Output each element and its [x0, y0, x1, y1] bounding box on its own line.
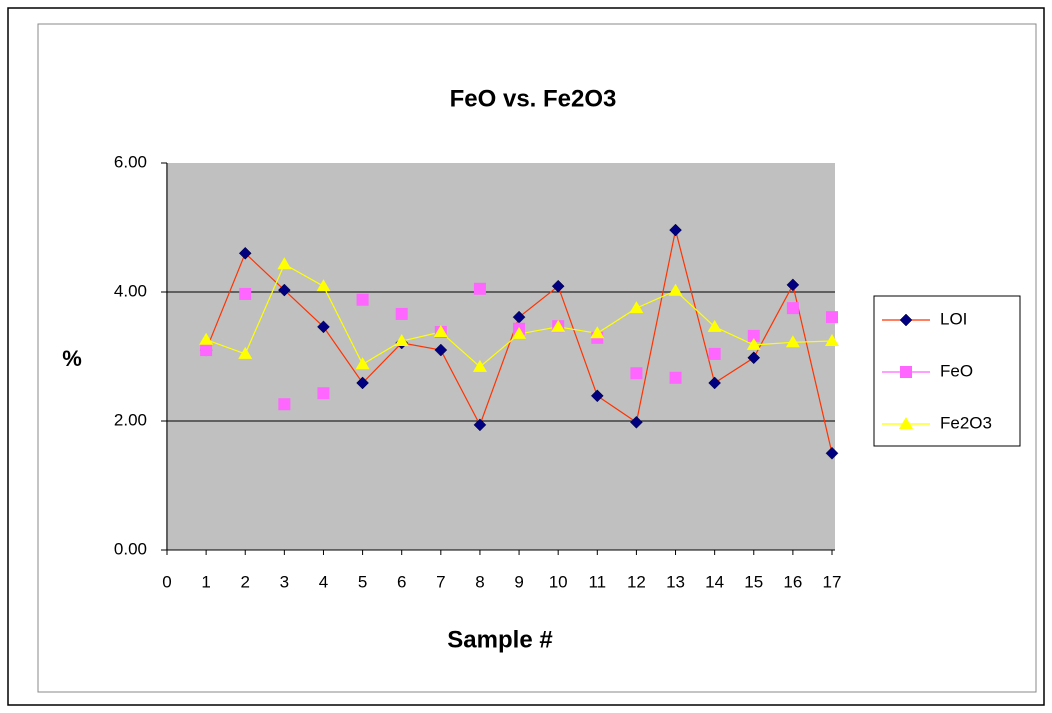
marker [708, 347, 721, 360]
marker [786, 278, 800, 292]
marker [395, 307, 408, 320]
y-tick-label: 4.00 [114, 281, 147, 300]
marker [630, 367, 643, 380]
marker [356, 293, 369, 306]
marker [785, 335, 800, 348]
legend-box [873, 295, 1021, 447]
legend-marker [899, 313, 913, 327]
x-tick-label: 11 [588, 572, 606, 591]
marker [786, 302, 799, 315]
marker [590, 326, 605, 339]
x-tick-label: 9 [514, 572, 523, 591]
marker [238, 346, 253, 359]
x-tick-label: 16 [783, 572, 802, 591]
y-tick-label: 6.00 [114, 152, 147, 171]
x-tick-label: 14 [705, 572, 724, 591]
marker [355, 357, 370, 370]
marker [472, 359, 487, 372]
marker [669, 371, 682, 384]
marker [316, 279, 331, 292]
legend-marker [900, 366, 912, 378]
marker [630, 415, 643, 429]
marker [708, 376, 722, 390]
marker [434, 343, 448, 357]
marker [512, 326, 527, 339]
marker [277, 257, 292, 270]
marker [278, 398, 291, 411]
legend-label: FeO [940, 361, 973, 380]
chart-title: FeO vs. Fe2O3 [450, 85, 617, 112]
marker [200, 344, 213, 357]
x-tick-label: 4 [319, 572, 328, 591]
marker [825, 446, 839, 460]
marker [747, 351, 761, 365]
legend-label: LOI [940, 309, 967, 328]
marker [551, 319, 566, 332]
x-tick-label: 1 [201, 572, 210, 591]
x-tick-label: 2 [241, 572, 250, 591]
y-tick-label: 2.00 [114, 410, 147, 429]
marker [551, 279, 565, 293]
plot-area [166, 163, 835, 550]
marker [826, 311, 838, 324]
marker [356, 376, 369, 390]
marker [668, 283, 683, 296]
marker [239, 287, 252, 300]
x-tick-label: 15 [744, 572, 763, 591]
x-tick-label: 0 [162, 572, 171, 591]
marker [707, 319, 722, 332]
legend-marker [899, 417, 913, 429]
x-tick-label: 13 [666, 572, 685, 591]
marker [473, 418, 487, 432]
marker [199, 332, 214, 345]
x-tick-label: 12 [627, 572, 646, 591]
x-tick-label: 5 [358, 572, 367, 591]
marker [238, 246, 252, 260]
x-tick-label: 8 [475, 572, 484, 591]
marker [317, 387, 330, 400]
y-axis-label: % [62, 346, 82, 371]
x-tick-label: 7 [436, 572, 445, 591]
marker [629, 301, 644, 314]
y-tick-label: 0.00 [114, 539, 147, 558]
marker [746, 337, 761, 350]
marker [317, 320, 330, 334]
marker [590, 389, 604, 403]
x-tick-label: 10 [549, 572, 568, 591]
marker [473, 282, 486, 295]
marker [669, 223, 682, 237]
marker [747, 329, 760, 342]
x-axis-label: Sample # [447, 626, 552, 653]
x-tick-label: 17 [823, 572, 842, 591]
x-tick-label: 6 [397, 572, 406, 591]
marker [433, 324, 448, 337]
legend-label: Fe2O3 [940, 413, 992, 432]
marker [825, 334, 839, 347]
x-tick-label: 3 [280, 572, 289, 591]
marker [277, 283, 291, 297]
marker [394, 334, 409, 347]
